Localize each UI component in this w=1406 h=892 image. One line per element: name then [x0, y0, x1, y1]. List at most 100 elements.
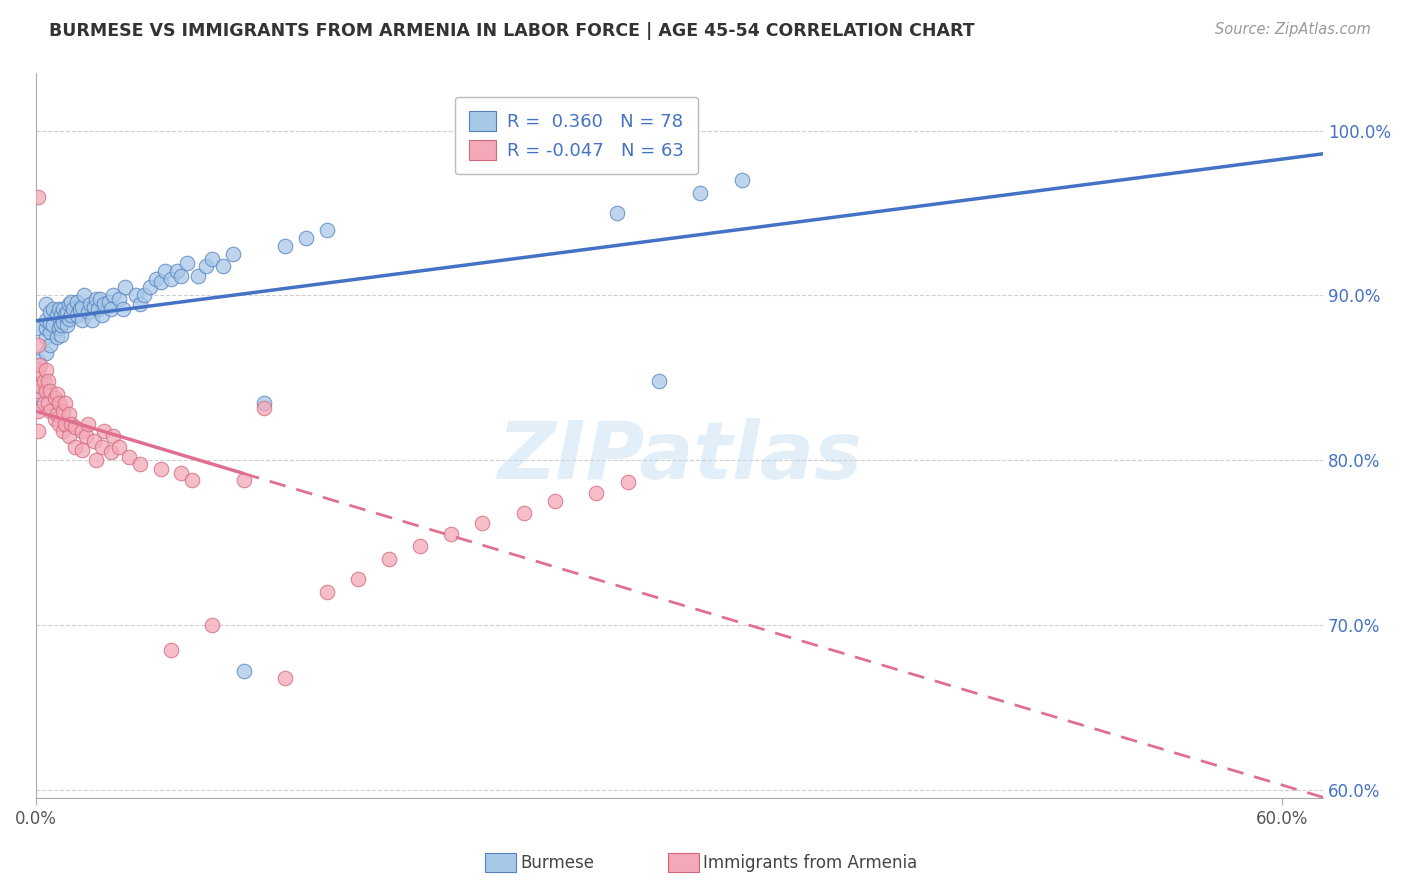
Point: [39, 338, 62, 352]
Text: Immigrants from Armenia: Immigrants from Armenia: [703, 854, 917, 871]
Point: [32, 395, 55, 409]
Point: [160, 642, 183, 657]
Point: [195, 259, 218, 273]
Point: [35, 321, 58, 335]
Point: [44, 391, 66, 405]
Point: [39, 305, 62, 319]
Point: [79, 296, 101, 310]
Point: [76, 305, 98, 319]
Point: [108, 440, 131, 454]
Point: [83, 300, 105, 314]
Point: [52, 424, 75, 438]
Point: [87, 301, 110, 316]
Point: [114, 280, 136, 294]
Point: [84, 292, 107, 306]
Point: [118, 450, 141, 464]
Point: [65, 420, 87, 434]
Point: [27, 362, 49, 376]
Point: [27, 189, 49, 203]
Point: [35, 346, 58, 360]
Point: [180, 473, 202, 487]
Point: [170, 467, 193, 481]
Point: [201, 252, 224, 267]
Point: [731, 173, 754, 187]
Point: [45, 407, 67, 421]
Point: [41, 318, 63, 333]
Point: [27, 387, 49, 401]
Point: [48, 321, 70, 335]
Point: [35, 296, 58, 310]
Point: [606, 206, 628, 220]
Point: [39, 384, 62, 398]
Point: [471, 516, 494, 530]
Point: [27, 384, 49, 398]
Point: [35, 313, 58, 327]
Point: [149, 461, 172, 475]
Point: [378, 552, 401, 566]
Point: [315, 585, 337, 599]
Point: [58, 311, 80, 326]
Point: [153, 264, 176, 278]
Point: [176, 255, 198, 269]
Point: [69, 301, 91, 316]
Point: [112, 301, 135, 316]
Point: [44, 412, 66, 426]
Point: [35, 384, 58, 398]
Point: [30, 379, 52, 393]
Point: [409, 539, 432, 553]
Point: [35, 362, 58, 376]
Point: [295, 231, 318, 245]
Point: [60, 308, 83, 322]
Point: [53, 308, 76, 322]
Point: [66, 295, 89, 310]
Point: [274, 671, 297, 685]
Point: [70, 443, 93, 458]
Point: [27, 404, 49, 418]
Point: [91, 440, 114, 454]
Point: [56, 305, 79, 319]
Point: [253, 395, 276, 409]
Point: [37, 395, 59, 409]
Point: [48, 301, 70, 316]
Point: [58, 296, 80, 310]
Text: Source: ZipAtlas.com: Source: ZipAtlas.com: [1215, 22, 1371, 37]
Point: [45, 329, 67, 343]
Point: [315, 222, 337, 236]
Point: [45, 308, 67, 322]
Point: [52, 301, 75, 316]
Point: [48, 395, 70, 409]
Point: [58, 428, 80, 442]
Point: [30, 358, 52, 372]
Point: [100, 301, 122, 316]
Point: [93, 296, 115, 310]
Point: [39, 317, 62, 331]
Point: [170, 268, 193, 283]
Point: [222, 247, 245, 261]
Point: [91, 308, 114, 322]
Point: [346, 572, 368, 586]
Point: [37, 374, 59, 388]
Point: [45, 387, 67, 401]
Point: [70, 313, 93, 327]
Point: [83, 434, 105, 448]
Point: [100, 445, 122, 459]
Point: [39, 325, 62, 339]
Point: [52, 315, 75, 329]
Legend: R =  0.360   N = 78, R = -0.047   N = 63: R = 0.360 N = 78, R = -0.047 N = 63: [454, 96, 699, 174]
Point: [65, 440, 87, 454]
Point: [27, 424, 49, 438]
Point: [132, 288, 155, 302]
Point: [80, 313, 103, 327]
Point: [232, 473, 254, 487]
Point: [60, 417, 83, 431]
Point: [66, 308, 89, 322]
Point: [440, 527, 463, 541]
Point: [27, 321, 49, 335]
Point: [128, 457, 150, 471]
Point: [75, 428, 97, 442]
Point: [53, 395, 76, 409]
Point: [27, 338, 49, 352]
Point: [97, 295, 120, 310]
Point: [689, 186, 711, 201]
Point: [166, 264, 188, 278]
